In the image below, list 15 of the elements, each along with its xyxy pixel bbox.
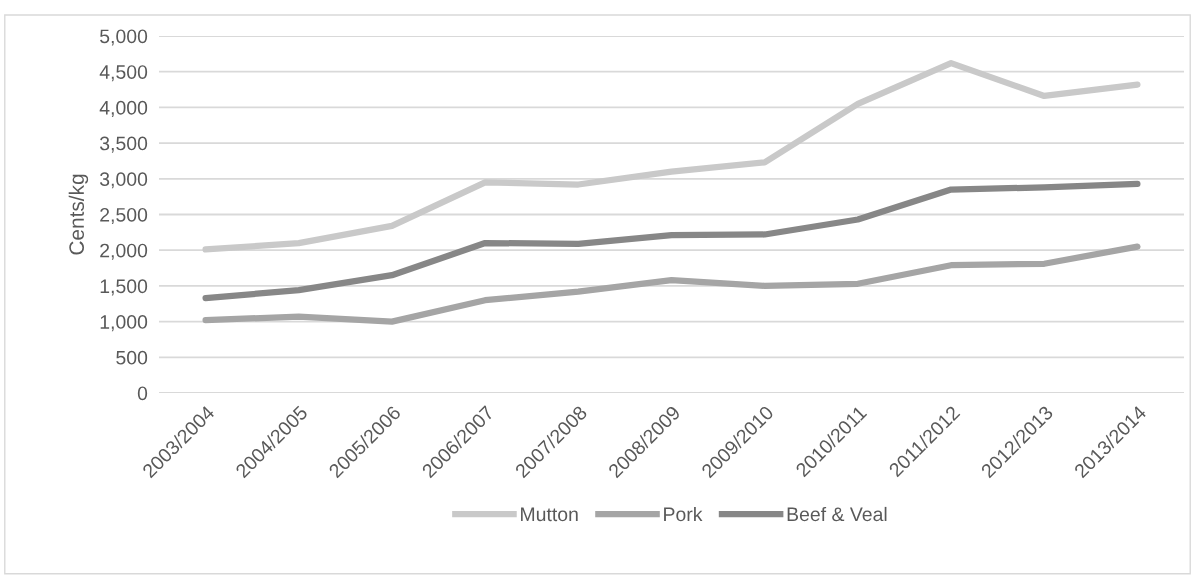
y-tick-label: 4,500 [99, 65, 148, 82]
y-tick-label: 500 [116, 350, 148, 365]
y-tick-label: 1,000 [100, 315, 148, 332]
legend-label: Beef & Veal [787, 506, 887, 522]
y-tick-label: 1,500 [100, 279, 148, 296]
y-axis-title: Cents/kg [68, 174, 89, 255]
y-tick-label: 0 [137, 386, 148, 401]
y-tick-label: 2,000 [100, 243, 148, 260]
y-tick-label: 3,500 [99, 136, 148, 153]
y-tick-label: 2,500 [100, 207, 148, 225]
y-tick-label: 4,000 [99, 100, 148, 117]
legend-label: Mutton [521, 507, 578, 522]
y-tick-label: 3,000 [99, 172, 148, 189]
legend-label: Pork [664, 506, 703, 522]
y-tick-label: 5,000 [100, 29, 148, 46]
